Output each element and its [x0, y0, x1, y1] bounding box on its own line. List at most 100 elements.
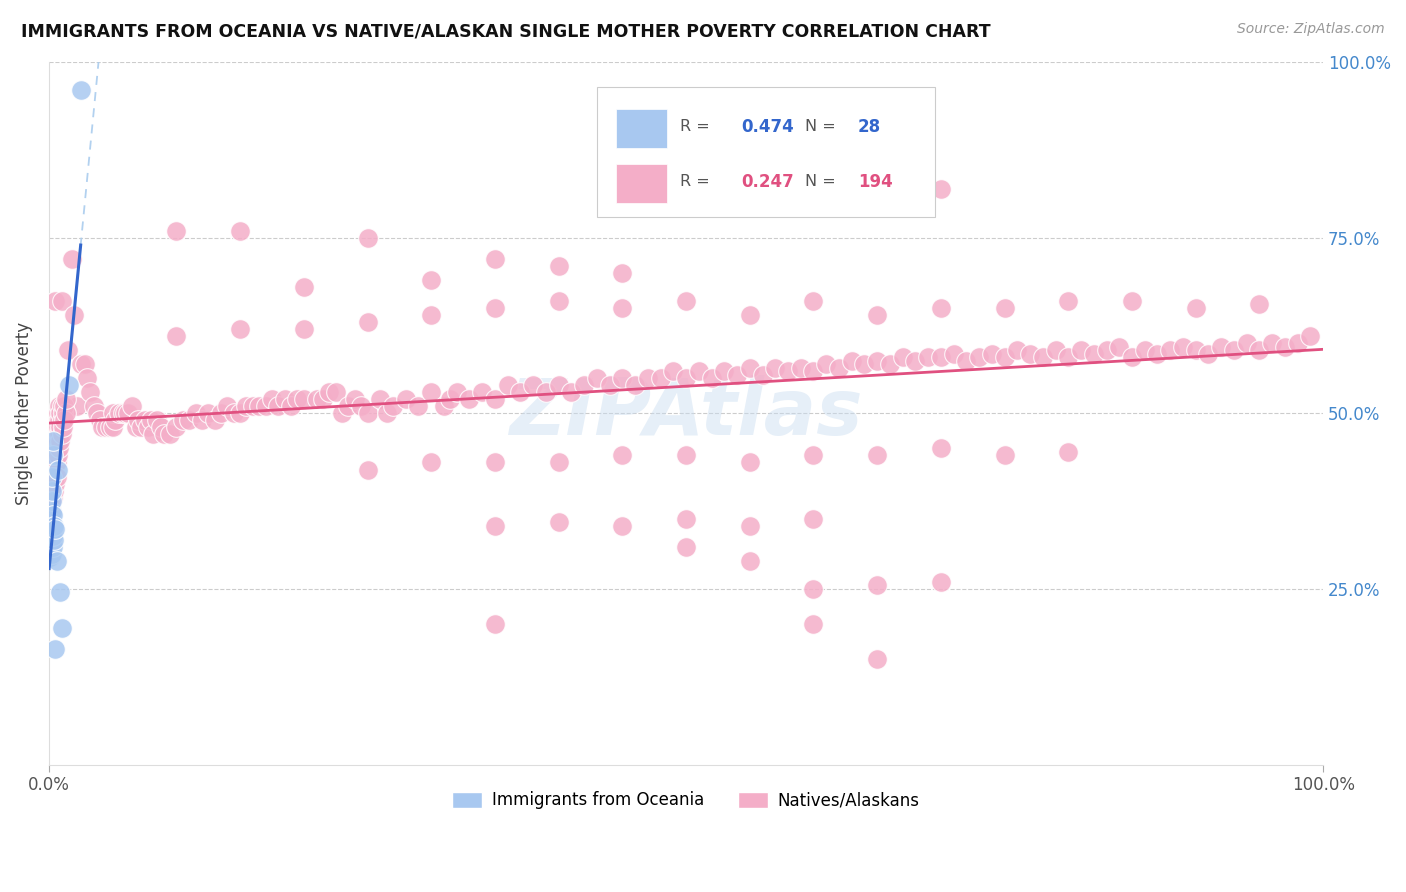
Point [356, 406, 378, 420]
Point [675, 511, 697, 525]
Point [247, 399, 270, 413]
Point [127, 413, 149, 427]
Bar [616, 164, 666, 202]
Point [229, 224, 252, 238]
Point [534, 385, 557, 400]
Point [828, 360, 851, 375]
Point [1198, 346, 1220, 360]
Point [79, 385, 101, 400]
Point [866, 353, 889, 368]
Point [1184, 343, 1206, 358]
Point [39, 550, 62, 565]
Point [46, 406, 69, 420]
Point [994, 301, 1017, 315]
Point [1274, 340, 1296, 354]
Point [42, 540, 65, 554]
Point [866, 308, 889, 322]
Point [39, 525, 62, 540]
Point [229, 322, 252, 336]
Point [675, 449, 697, 463]
Point [292, 280, 315, 294]
Point [547, 515, 569, 529]
Point [350, 399, 373, 413]
Point [375, 406, 398, 420]
Point [929, 181, 952, 195]
Point [738, 360, 761, 375]
Point [42, 427, 65, 442]
Point [1083, 346, 1105, 360]
Point [662, 364, 685, 378]
Point [42, 518, 65, 533]
Point [967, 350, 990, 364]
Point [866, 578, 889, 592]
Text: 0.247: 0.247 [741, 172, 793, 191]
Point [929, 350, 952, 364]
Point [51, 293, 73, 308]
Point [942, 346, 965, 360]
Point [547, 259, 569, 273]
Point [217, 399, 239, 413]
FancyBboxPatch shape [598, 87, 935, 217]
Point [42, 483, 65, 498]
Point [1121, 350, 1143, 364]
Point [138, 420, 160, 434]
Point [343, 392, 366, 407]
Point [866, 449, 889, 463]
Point [337, 399, 360, 413]
Legend: Immigrants from Oceania, Natives/Alaskans: Immigrants from Oceania, Natives/Alaskan… [446, 785, 927, 816]
Point [83, 399, 105, 413]
Text: Source: ZipAtlas.com: Source: ZipAtlas.com [1237, 22, 1385, 37]
Point [159, 427, 181, 442]
Point [675, 371, 697, 385]
Point [382, 399, 405, 413]
Point [51, 399, 73, 413]
Point [955, 353, 977, 368]
Point [45, 469, 67, 483]
Point [280, 399, 302, 413]
Point [179, 413, 201, 427]
Point [803, 511, 825, 525]
Point [1184, 301, 1206, 315]
Point [267, 399, 290, 413]
Point [738, 308, 761, 322]
Point [484, 455, 506, 469]
Point [51, 413, 73, 427]
Point [41, 449, 63, 463]
Point [1236, 336, 1258, 351]
Point [39, 536, 62, 550]
Point [39, 476, 62, 491]
Point [91, 420, 114, 434]
Point [446, 385, 468, 400]
Point [48, 442, 70, 456]
Point [142, 427, 165, 442]
Point [420, 273, 443, 287]
Point [1286, 336, 1309, 351]
Point [48, 399, 70, 413]
Point [1211, 340, 1233, 354]
Point [305, 392, 328, 407]
Point [484, 301, 506, 315]
Point [547, 455, 569, 469]
Point [114, 406, 136, 420]
Point [688, 364, 710, 378]
Point [675, 540, 697, 554]
Point [458, 392, 481, 407]
Point [191, 413, 214, 427]
Point [150, 420, 173, 434]
Point [612, 371, 634, 385]
Point [790, 360, 813, 375]
Point [46, 462, 69, 476]
Point [1057, 293, 1080, 308]
Point [841, 353, 863, 368]
Point [96, 420, 118, 434]
Point [55, 392, 77, 407]
Point [104, 413, 127, 427]
Point [803, 617, 825, 632]
Point [254, 399, 277, 413]
Point [612, 301, 634, 315]
Point [101, 420, 124, 434]
Point [330, 406, 353, 420]
Point [42, 529, 65, 543]
Point [292, 322, 315, 336]
Point [129, 420, 152, 434]
